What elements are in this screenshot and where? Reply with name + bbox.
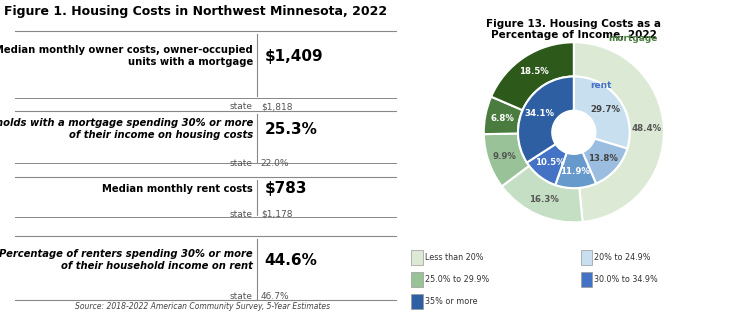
Text: Figure 13. Housing Costs as a
Percentage of Income, 2022: Figure 13. Housing Costs as a Percentage… [486,19,661,41]
Text: 16.3%: 16.3% [530,195,560,204]
Bar [580,250,592,265]
Text: 13.8%: 13.8% [588,154,618,163]
Text: Percentage of households with a mortgage spending 30% or more
of their income on: Percentage of households with a mortgage… [0,118,253,140]
Text: $1,409: $1,409 [264,49,323,64]
Bar [411,272,423,287]
Text: state: state [230,292,253,301]
Text: 35% or more: 35% or more [425,297,477,307]
Text: 22.0%: 22.0% [261,159,289,168]
Text: 25.3%: 25.3% [264,122,317,137]
Text: mortgage: mortgage [608,34,657,43]
Wedge shape [574,42,664,222]
Text: 30.0% to 34.9%: 30.0% to 34.9% [594,275,658,284]
Bar [580,272,592,287]
Wedge shape [484,97,523,134]
Text: state: state [230,102,253,111]
Text: 6.8%: 6.8% [490,114,514,123]
Text: $1,178: $1,178 [261,210,292,218]
Text: $783: $783 [264,181,307,196]
Text: 10.5%: 10.5% [535,158,565,167]
Text: rent: rent [590,81,612,90]
Text: state: state [230,159,253,168]
Text: 9.9%: 9.9% [493,152,517,161]
Wedge shape [574,76,630,149]
Text: 29.7%: 29.7% [590,105,620,114]
Text: Figure 1. Housing Costs in Northwest Minnesota, 2022: Figure 1. Housing Costs in Northwest Min… [4,5,387,18]
Text: 44.6%: 44.6% [264,253,317,268]
Text: 20% to 24.9%: 20% to 24.9% [594,253,651,262]
Wedge shape [502,166,583,222]
Text: 34.1%: 34.1% [525,109,555,118]
Text: state: state [230,210,253,218]
Text: Percentage of renters spending 30% or more
of their household income on rent: Percentage of renters spending 30% or mo… [0,249,253,271]
Wedge shape [555,152,596,188]
Wedge shape [583,139,627,184]
Text: 46.7%: 46.7% [261,292,289,301]
Wedge shape [518,76,574,163]
Bar [411,250,423,265]
Text: Median monthly owner costs, owner-occupied
units with a mortgage: Median monthly owner costs, owner-occupi… [0,45,253,67]
Text: 18.5%: 18.5% [519,67,548,76]
Bar [411,294,423,309]
Text: Less than 20%: Less than 20% [425,253,483,262]
Wedge shape [484,133,529,186]
Text: 25.0% to 29.9%: 25.0% to 29.9% [425,275,489,284]
Text: 48.4%: 48.4% [632,124,662,133]
Text: $1,818: $1,818 [261,102,292,111]
Wedge shape [492,42,574,110]
Wedge shape [527,144,567,185]
Text: 11.9%: 11.9% [560,166,590,176]
Text: Median monthly rent costs: Median monthly rent costs [102,184,253,194]
Text: Source: 2018-2022 American Community Survey, 5-Year Estimates: Source: 2018-2022 American Community Sur… [75,302,330,311]
